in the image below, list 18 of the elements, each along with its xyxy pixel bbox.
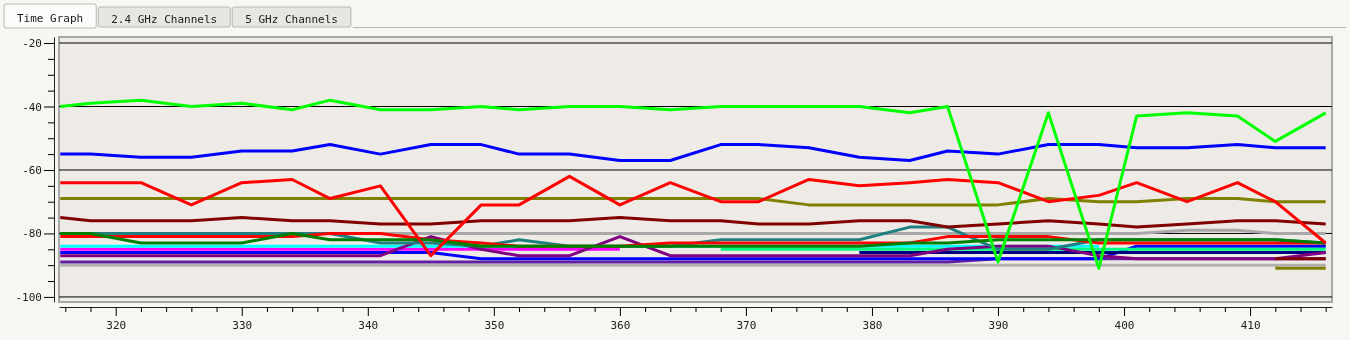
y-tick-label: -40 xyxy=(22,100,42,114)
y-tick-label: -20 xyxy=(22,37,42,51)
x-tick-label: 350 xyxy=(484,318,505,332)
y-tick-label: -60 xyxy=(22,164,42,177)
text: 5 GHz Channels xyxy=(245,13,338,26)
x-tick-label: 320 xyxy=(106,318,127,332)
y-tick-label: -100 xyxy=(15,290,42,304)
x-tick-label: 360 xyxy=(610,318,631,332)
x-tick-label: 370 xyxy=(736,318,757,332)
x-tick-label: 410 xyxy=(1240,318,1261,332)
x-tick-label: 400 xyxy=(1114,318,1135,332)
y-tick-label: -80 xyxy=(22,227,42,241)
x-tick-label: 340 xyxy=(358,318,379,332)
x-tick-label: 380 xyxy=(862,318,883,332)
x-tick-label: 390 xyxy=(988,318,1009,332)
x-tick-label: 330 xyxy=(232,318,253,332)
text: 2.4 GHz Channels xyxy=(111,13,218,26)
text: Time Graph xyxy=(17,12,84,25)
